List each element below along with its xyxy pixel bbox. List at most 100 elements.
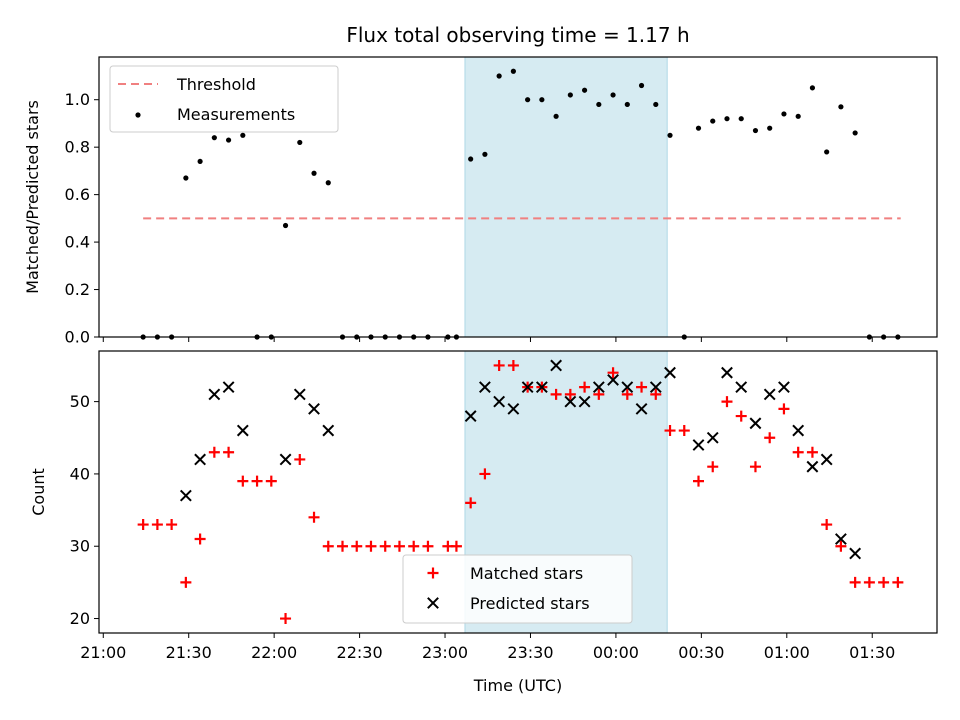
measurement-point: [667, 132, 673, 138]
x-axis-label: Time (UTC): [473, 676, 562, 695]
measurement-point: [297, 139, 303, 146]
y-tick-label: 1.0: [65, 90, 90, 109]
matched-star-point: [294, 453, 306, 465]
top-legend: Threshold Measurements: [109, 65, 339, 133]
matched-star-point: [564, 388, 576, 400]
predicted-star-point: [664, 366, 676, 379]
measurement-point: [539, 97, 545, 103]
predicted-star-point: [792, 424, 805, 437]
predicted-star-point: [806, 460, 819, 473]
matched-star-point: [664, 425, 676, 437]
top-y-ticks: 0.0 0.2 0.4 0.6 0.8 1.0: [65, 90, 99, 347]
y-tick-label: 0.4: [65, 233, 90, 252]
y-tick-label: 0.2: [65, 280, 90, 299]
predicted-star-point: [236, 424, 249, 437]
predicted-star-point: [179, 489, 192, 502]
matched-star-point: [806, 446, 818, 458]
x-tick-label: 21:30: [166, 643, 212, 662]
measurement-point: [581, 87, 588, 93]
legend-predicted-swatch: [427, 597, 439, 609]
predicted-star-point: [607, 374, 619, 386]
legend-plus-marker: [427, 567, 439, 579]
measurement-point: [468, 156, 474, 162]
predicted-star-point: [578, 395, 591, 408]
measurement-point: [710, 118, 716, 124]
y-tick-label: 0.8: [65, 138, 90, 157]
measurement-point: [624, 101, 630, 108]
matched-star-point: [237, 475, 249, 487]
matched-star-point: [422, 540, 434, 552]
matched-star-point: [137, 519, 149, 531]
measurement-point: [781, 111, 787, 117]
matched-star-point: [408, 540, 420, 552]
matched-star-point: [863, 576, 875, 588]
matched-star-point: [593, 388, 605, 400]
matched-star-point: [579, 381, 591, 393]
measurement-point: [240, 132, 246, 138]
matched-star-point: [878, 576, 890, 588]
measurement-point: [767, 125, 773, 131]
measurement-point: [752, 127, 759, 134]
measurement-point: [311, 170, 317, 176]
measurement-point: [824, 149, 830, 155]
measurement-point: [225, 137, 232, 143]
matched-star-point: [892, 576, 904, 588]
measurement-point: [809, 85, 816, 91]
x-tick-label: 00:00: [593, 643, 639, 662]
y-tick-label: 30: [70, 537, 90, 556]
predicted-star-point: [521, 381, 534, 394]
x-tick-label: 21:00: [80, 643, 126, 662]
matched-star-point: [180, 576, 192, 588]
bottom-y-ticks: 20 30 40 50: [70, 392, 99, 628]
measurement-point: [795, 113, 801, 119]
predicted-star-point: [721, 366, 733, 379]
bottom-legend-box: [402, 554, 633, 624]
matched-star-point: [792, 446, 804, 458]
legend-measurements-swatch: [135, 112, 141, 118]
measurement-point: [610, 92, 616, 98]
predicted-star-point: [735, 381, 748, 394]
legend-predicted-label: Predicted stars: [470, 594, 590, 613]
legend-cross-marker: [427, 597, 439, 609]
predicted-star-point: [493, 395, 506, 408]
measurement-point: [553, 113, 559, 119]
measurement-point: [852, 130, 858, 136]
top-x-ticks: [102, 337, 873, 342]
count-points: [137, 359, 904, 625]
matched-star-point: [507, 359, 519, 371]
matched-star-point: [479, 468, 491, 480]
predicted-star-point: [322, 424, 335, 437]
matched-star-point: [223, 446, 235, 458]
y-tick-label: 0.0: [65, 328, 90, 347]
predicted-star-point: [550, 359, 563, 372]
predicted-star-point: [778, 381, 790, 394]
matched-star-point: [607, 367, 619, 379]
predicted-star-point: [649, 381, 662, 394]
x-tick-label: 23:00: [422, 643, 468, 662]
legend-measurements-label: Measurements: [177, 105, 295, 124]
measurement-point: [282, 222, 289, 229]
top-shaded-span: [464, 57, 668, 337]
matched-star-point: [166, 519, 178, 531]
measurement-point: [525, 97, 531, 103]
matched-star-point: [208, 446, 220, 458]
measurement-point: [567, 92, 573, 98]
predicted-star-point: [564, 395, 577, 408]
predicted-star-point: [592, 381, 605, 394]
y-tick-label: 20: [70, 609, 90, 628]
top-panel: 0.0 0.2 0.4 0.6 0.8 1.0 Matched/Predicted sta…: [23, 56, 938, 347]
top-y-axis-label: Matched/Predicted stars: [23, 100, 42, 294]
bottom-legend: Matched stars Predicted stars: [402, 554, 633, 624]
matched-star-point: [450, 540, 462, 552]
matched-star-point: [493, 359, 505, 371]
bottom-x-ticks: 21:00 21:30 22:00 22:30 23:00 23:30 00:00 00:30…: [80, 633, 895, 662]
predicted-star-point: [507, 402, 520, 415]
matched-star-point: [749, 461, 761, 473]
matched-star-point: [821, 519, 833, 531]
y-tick-label: 40: [70, 464, 90, 483]
measurement-point: [838, 104, 844, 110]
predicted-star-point: [208, 388, 221, 401]
matched-star-point: [721, 396, 733, 408]
predicted-star-point: [279, 453, 292, 466]
